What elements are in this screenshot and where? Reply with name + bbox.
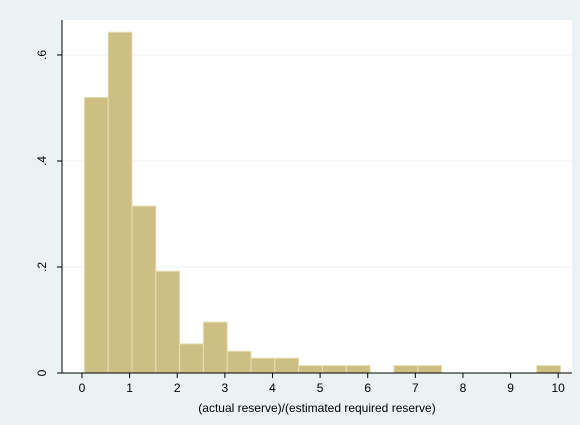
y-tick-label: .2 [35, 262, 49, 272]
bar [274, 357, 300, 374]
bar [83, 96, 109, 374]
bar [202, 321, 228, 374]
x-tick-label: 7 [412, 381, 419, 395]
bar [536, 365, 562, 374]
y-tick-label: 0 [35, 369, 49, 376]
bar [298, 365, 323, 374]
bar [226, 350, 252, 374]
bar [155, 270, 181, 374]
bar [131, 205, 157, 374]
x-tick-label: 2 [174, 381, 181, 395]
y-tick-label: .6 [35, 50, 49, 60]
x-tick-label: 4 [269, 381, 276, 395]
x-tick-label: 3 [222, 381, 229, 395]
bar [107, 31, 133, 374]
bar [321, 365, 347, 374]
x-axis-label: (actual reserve)/(estimated required res… [198, 401, 435, 415]
x-tick-label: 0 [79, 381, 86, 395]
bar [345, 365, 371, 374]
bar [393, 365, 419, 374]
x-tick-label: 9 [507, 381, 514, 395]
bar [417, 365, 443, 374]
x-tick-label: 6 [364, 381, 371, 395]
x-tick-label: 10 [552, 381, 566, 395]
x-tick-label: 5 [317, 381, 324, 395]
y-tick-label: .4 [35, 156, 49, 166]
bar [179, 343, 204, 374]
bar [250, 357, 276, 374]
x-tick-label: 1 [126, 381, 133, 395]
x-tick-label: 8 [460, 381, 467, 395]
